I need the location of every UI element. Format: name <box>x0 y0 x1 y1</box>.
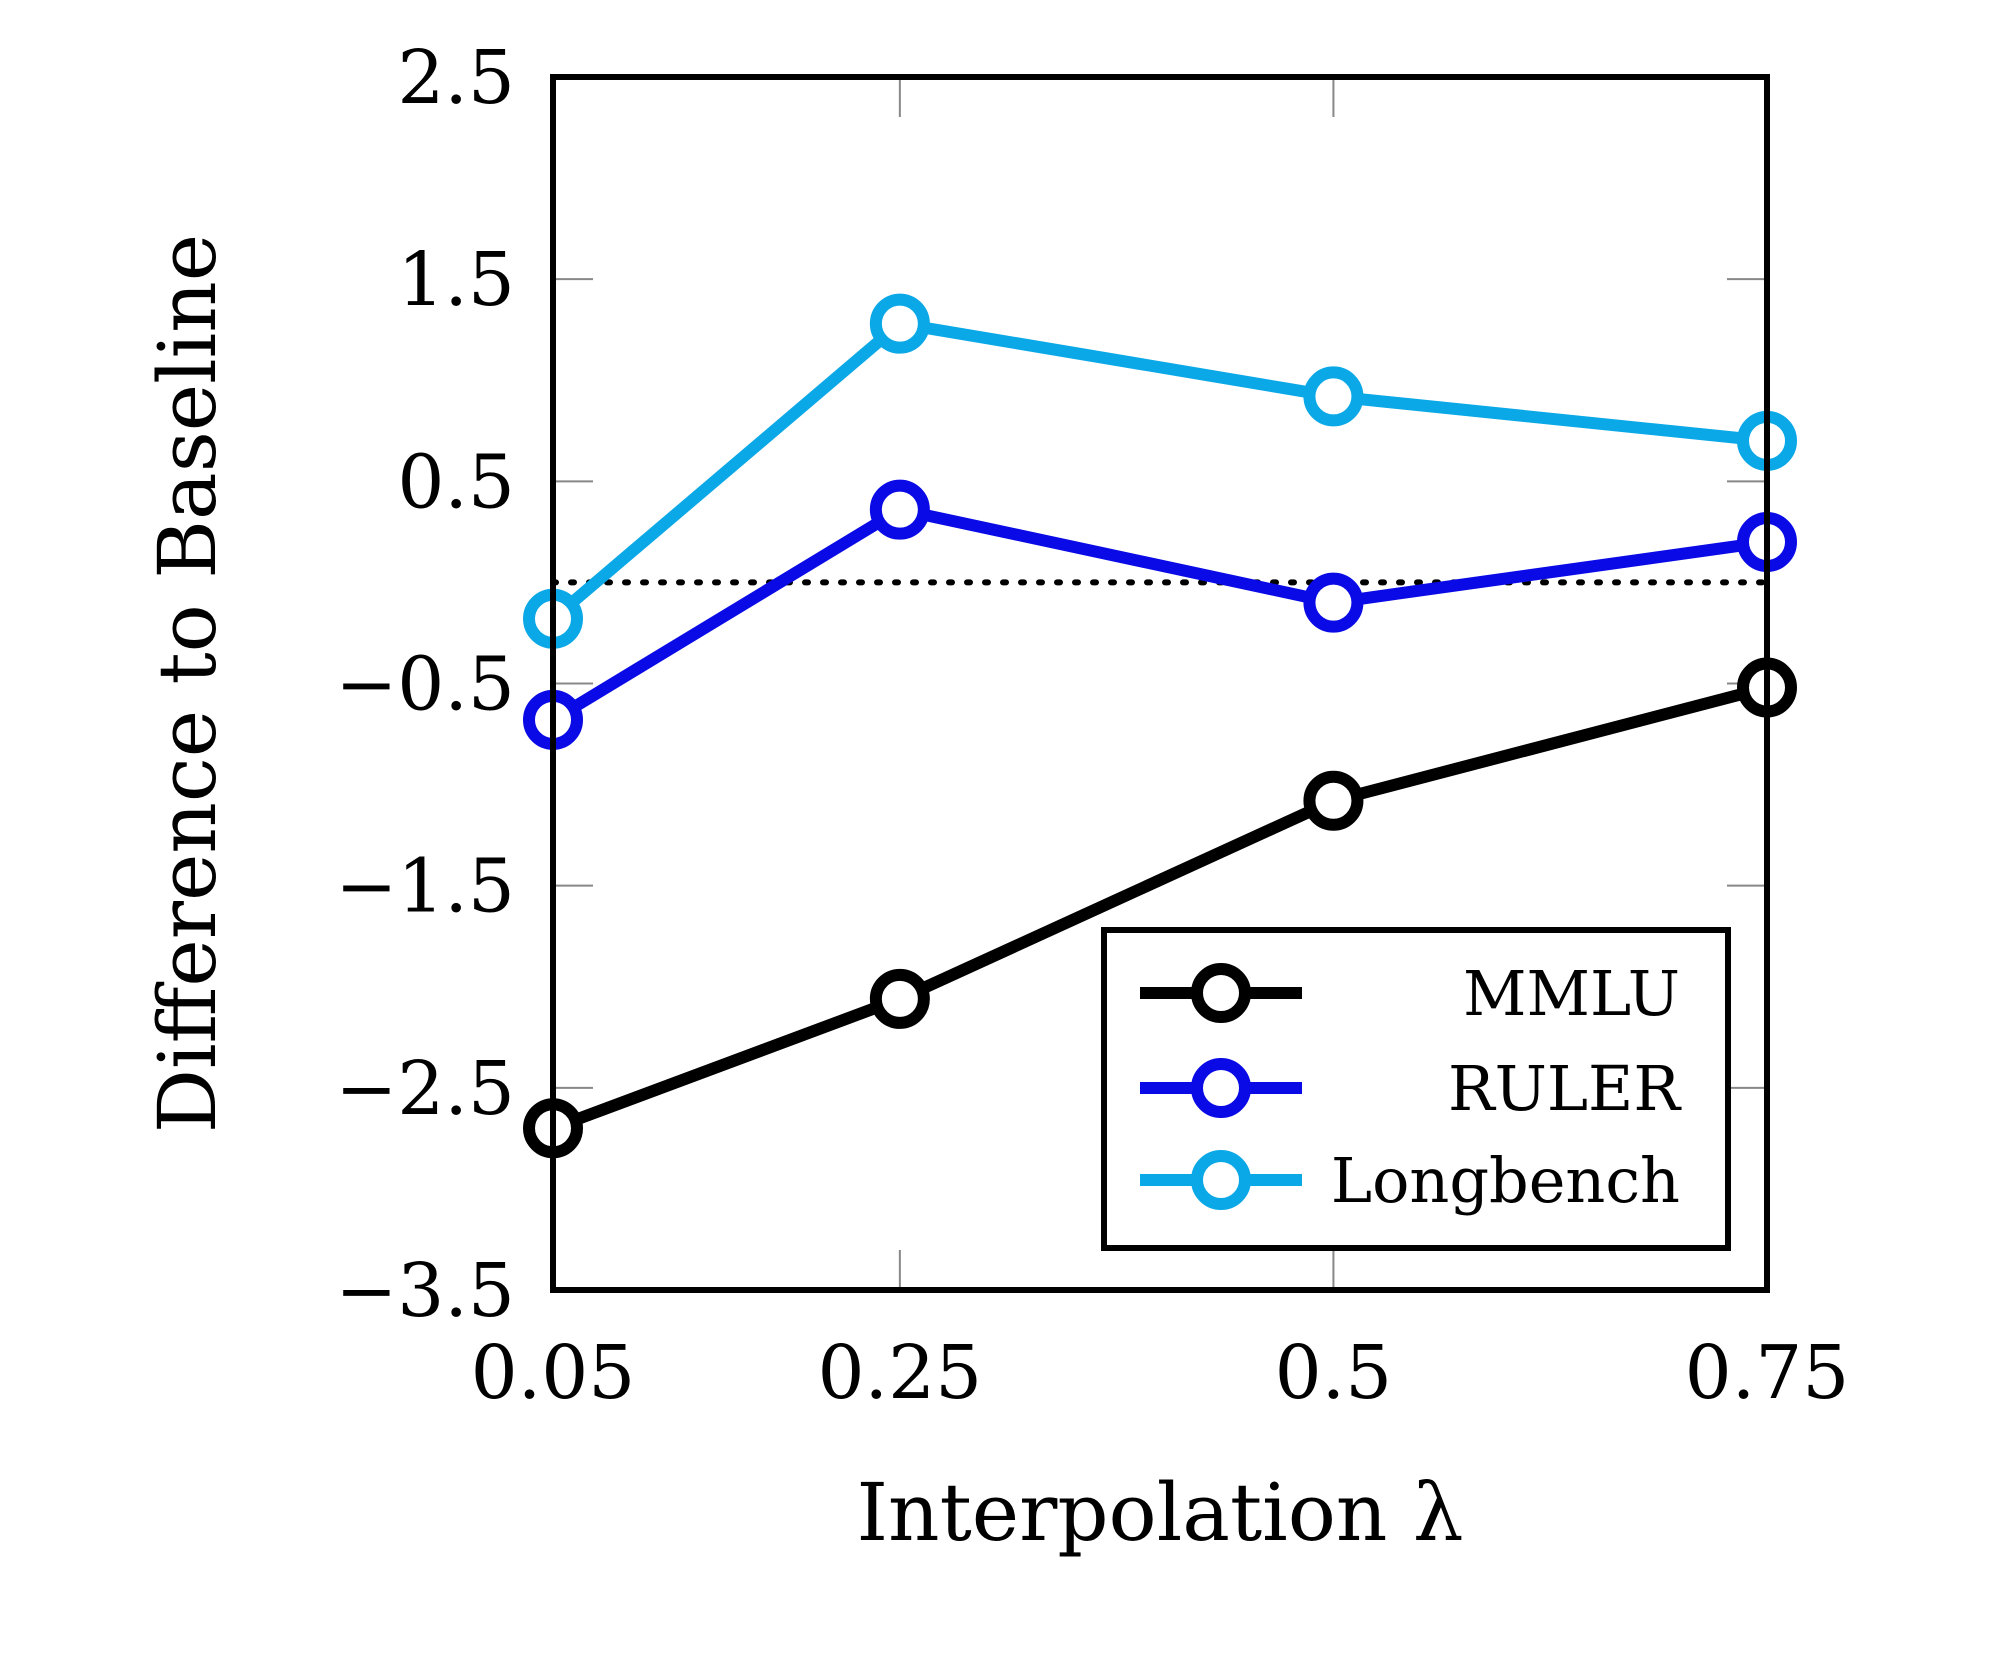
series-line-ruler <box>549 503 1768 726</box>
legend-marker <box>1191 1058 1251 1118</box>
x-tick-label: 0.25 <box>817 1330 982 1416</box>
x-tick-label: 0.75 <box>1685 1330 1850 1416</box>
series-layer <box>523 293 1797 1159</box>
series-line-longbench <box>549 317 1768 624</box>
series-ruler <box>523 479 1797 750</box>
data-point-mmlu <box>869 968 930 1029</box>
x-tick-label: 0.5 <box>1275 1330 1393 1416</box>
legend-label: Longbench <box>1331 1144 1680 1217</box>
legend: MMLU RULER Longbench <box>1101 927 1731 1251</box>
data-point-longbench <box>869 293 930 354</box>
y-tick-label: 1.5 <box>397 237 515 323</box>
x-axis-title: Interpolation λ <box>856 1466 1463 1559</box>
y-tick-label: 2.5 <box>397 35 515 121</box>
y-tick-label: −3.5 <box>335 1248 515 1334</box>
x-tick-label: 0.05 <box>471 1330 636 1416</box>
x-tick-labels: 0.05 0.25 0.5 0.75 <box>471 1330 1850 1416</box>
y-tick-labels: 2.5 1.5 0.5 −0.5 −1.5 −2.5 −3.5 <box>335 35 515 1334</box>
data-point-longbench <box>1303 366 1364 427</box>
y-tick-label: −1.5 <box>335 844 515 930</box>
data-point-ruler <box>1303 572 1364 633</box>
data-point-mmlu <box>1303 770 1364 831</box>
y-tick-label: −2.5 <box>335 1046 515 1132</box>
legend-label: MMLU <box>1463 957 1680 1030</box>
legend-marker <box>1191 963 1251 1023</box>
data-point-ruler <box>869 479 930 540</box>
y-tick-label: 0.5 <box>397 439 515 525</box>
y-axis-title: Difference to Baseline <box>141 234 234 1133</box>
series-line-mmlu <box>550 681 1769 1134</box>
plot-frame <box>550 74 1770 1293</box>
legend-marker <box>1191 1150 1251 1210</box>
legend-label: RULER <box>1448 1052 1682 1125</box>
y-tick-label: −0.5 <box>335 642 515 728</box>
series-longbench <box>523 293 1797 649</box>
